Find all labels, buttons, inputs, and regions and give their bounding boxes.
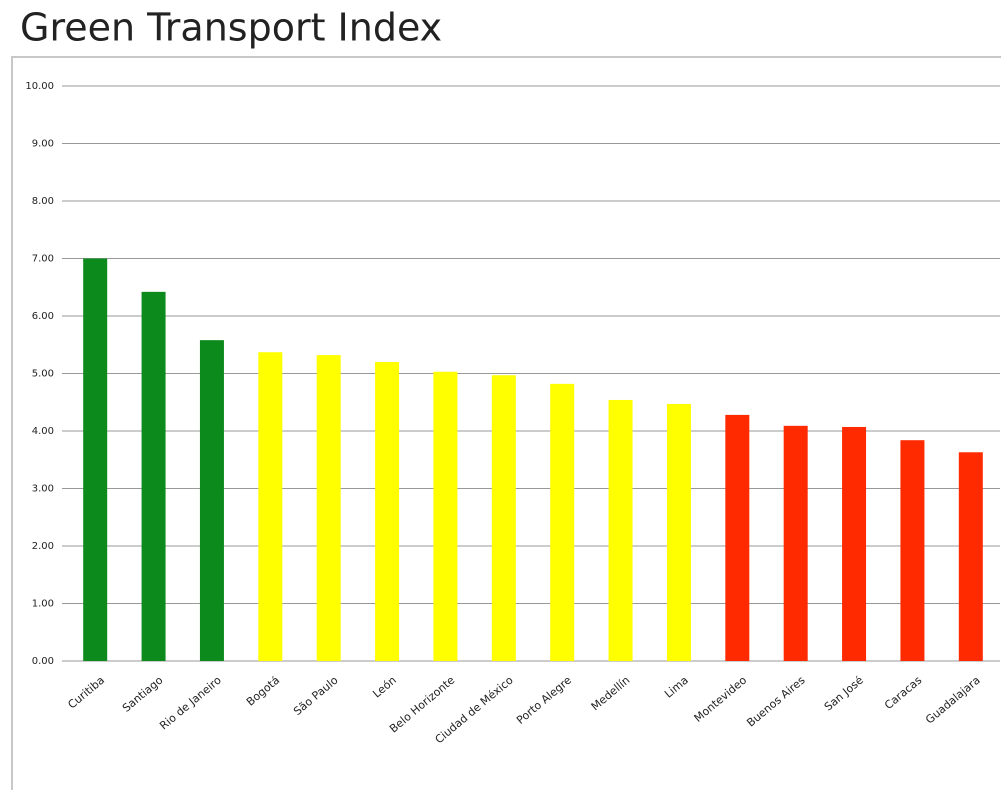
bar xyxy=(609,400,633,661)
y-tick-label: 2.00 xyxy=(32,541,54,552)
bar xyxy=(842,427,866,661)
x-tick-label: Rio de Janeiro xyxy=(157,673,224,732)
y-tick-label: 3.00 xyxy=(32,484,54,495)
y-tick-label: 8.00 xyxy=(32,196,54,207)
x-tick-label: Santiago xyxy=(120,673,166,714)
bar xyxy=(667,404,691,661)
x-tick-label: Porto Alegre xyxy=(514,673,574,726)
x-tick-label: Caracas xyxy=(882,673,924,712)
bar xyxy=(725,415,749,661)
bar xyxy=(492,375,516,661)
chart: Green Transport Index 0.00 1.00 2.00 3.00 4.… xyxy=(0,0,1001,790)
chart-title: Green Transport Index xyxy=(20,6,442,50)
bar xyxy=(142,292,166,661)
x-tick-label: Lima xyxy=(662,674,691,701)
y-tick-label: 10.00 xyxy=(25,81,54,92)
bar xyxy=(375,362,399,661)
y-tick-label: 9.00 xyxy=(32,139,54,150)
x-tick-label: Bogotá xyxy=(244,674,282,709)
bar xyxy=(317,355,341,661)
y-tick-label: 7.00 xyxy=(32,254,54,265)
bar xyxy=(959,452,983,661)
bar xyxy=(900,440,924,661)
bar xyxy=(550,384,574,661)
y-tick-label: 5.00 xyxy=(32,369,54,380)
bar xyxy=(258,352,282,661)
y-tick-label: 0.00 xyxy=(32,656,54,667)
y-tick-label: 1.00 xyxy=(32,599,54,610)
bar xyxy=(83,259,107,662)
x-tick-label: Buenos Aires xyxy=(744,673,807,729)
x-tick-label: Guadalajara xyxy=(923,674,983,727)
bar xyxy=(433,372,457,661)
x-tick-label: León xyxy=(370,674,399,701)
x-tick-label: Medellín xyxy=(589,674,633,714)
bar xyxy=(200,340,224,661)
x-tick-label: San José xyxy=(822,673,866,713)
y-tick-label: 6.00 xyxy=(32,311,54,322)
x-tick-label: Montevideo xyxy=(692,673,750,724)
x-tick-label: São Paulo xyxy=(291,673,341,718)
y-tick-label: 4.00 xyxy=(32,426,54,437)
bar xyxy=(784,426,808,661)
x-tick-label: Curitiba xyxy=(65,674,107,712)
